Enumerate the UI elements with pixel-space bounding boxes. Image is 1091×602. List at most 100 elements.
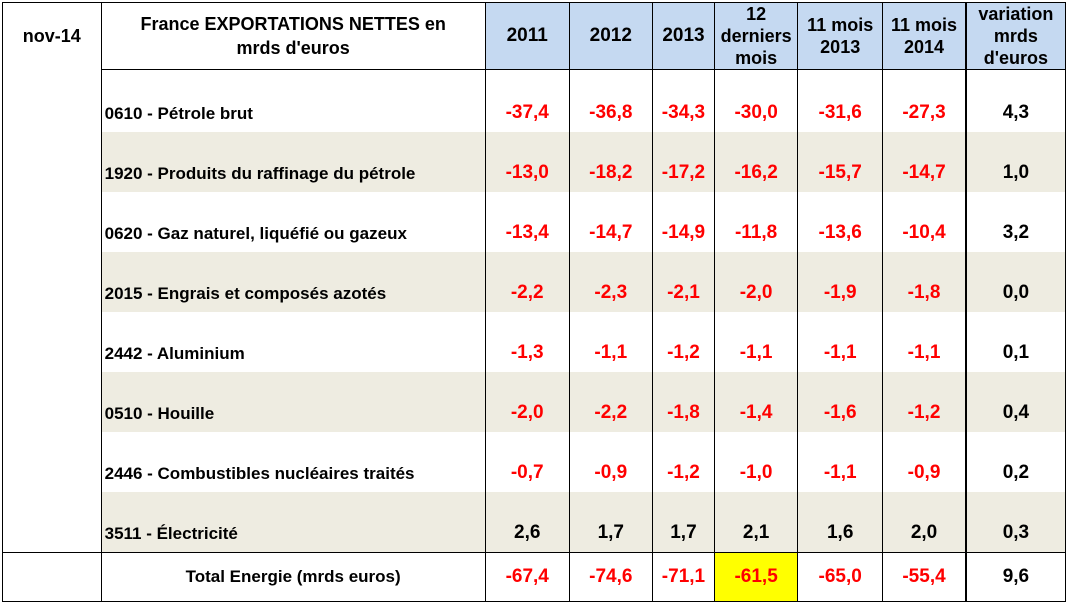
row-label: 2015 - Engrais et composés azotés [100, 252, 486, 312]
value-2011: -1,3 [484, 312, 570, 372]
col-header-last-12-line1: 12 [746, 4, 767, 24]
value-variation: 0,3 [964, 492, 1066, 553]
row-label: 1920 - Produits du raffinage du pétrole [100, 132, 486, 192]
value-11-months-2014: -27,3 [882, 69, 967, 132]
col-header-2013: 2013 [651, 2, 716, 70]
empty-date-cell [2, 252, 102, 312]
value-11-months-2014: -0,9 [882, 432, 967, 492]
total-row: Total Energie (mrds euros) -67,4 -74,6 -71,… [2, 552, 1066, 602]
value-variation: 1,0 [964, 132, 1066, 192]
value-2012: -1,1 [568, 312, 653, 372]
value-last-12-months: -16,2 [714, 132, 799, 192]
table-title-line1: France EXPORTATIONS NETTES en [140, 14, 446, 34]
value-variation: 3,2 [964, 192, 1066, 252]
total-value-last-12-months: -61,5 [714, 552, 799, 602]
col-header-11m2014-line1: 11 mois [891, 15, 958, 35]
value-2011: -13,0 [484, 132, 570, 192]
value-11-months-2013: -1,6 [797, 372, 884, 432]
value-11-months-2014: -1,2 [882, 372, 967, 432]
table-row: 2446 - Combustibles nucléaires traités -0… [2, 432, 1066, 492]
row-label: 0620 - Gaz naturel, liquéfié ou gazeux [100, 192, 486, 252]
col-header-11-months-2013: 11 mois 2013 [797, 2, 884, 70]
value-last-12-months: 2,1 [714, 492, 799, 553]
table-row: 0620 - Gaz naturel, liquéfié ou gazeux -1… [2, 192, 1066, 252]
value-variation: 0,1 [964, 312, 1066, 372]
value-2012: -0,9 [568, 432, 653, 492]
value-2011: -0,7 [484, 432, 570, 492]
value-variation: 0,2 [964, 432, 1066, 492]
col-header-variation-line2: mrds [993, 26, 1038, 46]
value-11-months-2014: -10,4 [882, 192, 967, 252]
table-row: 0610 - Pétrole brut -37,4 -36,8 -34,3 -30,0-… [2, 69, 1066, 132]
col-header-11m2014-line2: 2014 [904, 37, 945, 57]
empty-date-cell [2, 372, 102, 432]
col-header-variation-line1: variation [978, 4, 1054, 24]
col-header-2011: 2011 [484, 2, 570, 70]
row-label: 2446 - Combustibles nucléaires traités [100, 432, 486, 492]
value-2012: -36,8 [568, 69, 653, 132]
total-value-2011: -67,4 [484, 552, 570, 602]
header-row: nov-14 France EXPORTATIONS NETTES en mrd… [2, 2, 1066, 70]
table-row: 2015 - Engrais et composés azotés -2,2 -2,… [2, 252, 1066, 312]
col-header-11-months-2014: 11 mois 2014 [882, 2, 967, 70]
empty-date-cell [2, 192, 102, 252]
col-header-2012: 2012 [568, 2, 653, 70]
table-row: 2442 - Aluminium -1,3 -1,1 -1,2 -1,1 -1,1 -1,1… [2, 312, 1066, 372]
col-header-last-12-months: 12 derniers mois [714, 2, 799, 70]
col-header-variation: variation mrds d'euros [964, 2, 1066, 70]
value-2011: -37,4 [484, 69, 570, 132]
value-11-months-2013: 1,6 [797, 492, 884, 553]
value-variation: 4,3 [964, 69, 1066, 132]
value-last-12-months: -2,0 [714, 252, 799, 312]
value-11-months-2014: -1,1 [882, 312, 967, 372]
row-label: 0610 - Pétrole brut [100, 69, 486, 132]
value-last-12-months: -1,0 [714, 432, 799, 492]
value-11-months-2013: -1,9 [797, 252, 884, 312]
col-header-11m2013-line2: 2013 [820, 37, 861, 57]
value-2013: -1,2 [651, 312, 716, 372]
empty-date-cell [2, 132, 102, 192]
value-2013: -17,2 [651, 132, 716, 192]
value-variation: 0,0 [964, 252, 1066, 312]
value-2013: -2,1 [651, 252, 716, 312]
total-value-11-months-2014: -55,4 [882, 552, 967, 602]
value-last-12-months: -11,8 [714, 192, 799, 252]
value-2013: -34,3 [651, 69, 716, 132]
value-2011: -2,0 [484, 372, 570, 432]
total-value-variation: 9,6 [964, 552, 1066, 602]
value-2013: -1,8 [651, 372, 716, 432]
value-11-months-2013: -1,1 [797, 432, 884, 492]
value-11-months-2014: -1,8 [882, 252, 967, 312]
empty-date-cell [2, 69, 102, 132]
value-2011: -13,4 [484, 192, 570, 252]
row-label: 0510 - Houille [100, 372, 486, 432]
total-value-2013: -71,1 [651, 552, 716, 602]
col-header-last-12-line2: derniers [720, 26, 792, 46]
value-last-12-months: -1,4 [714, 372, 799, 432]
row-label: 3511 - Électricité [100, 492, 486, 553]
table-title: France EXPORTATIONS NETTES en mrds d'eur… [100, 2, 486, 70]
col-header-11m2013-line1: 11 mois [807, 15, 874, 35]
value-11-months-2013: -15,7 [797, 132, 884, 192]
value-2012: -2,3 [568, 252, 653, 312]
empty-date-cell [2, 552, 102, 602]
value-2012: 1,7 [568, 492, 653, 553]
total-value-11-months-2013: -65,0 [797, 552, 884, 602]
value-variation: 0,4 [964, 372, 1066, 432]
total-value-2012: -74,6 [568, 552, 653, 602]
value-11-months-2014: 2,0 [882, 492, 967, 553]
value-11-months-2013: -1,1 [797, 312, 884, 372]
empty-date-cell [2, 492, 102, 553]
col-header-variation-line3: d'euros [983, 48, 1049, 68]
value-2013: 1,7 [651, 492, 716, 553]
value-2012: -2,2 [568, 372, 653, 432]
total-label: Total Energie (mrds euros) [100, 552, 486, 602]
value-last-12-months: -1,1 [714, 312, 799, 372]
value-2012: -18,2 [568, 132, 653, 192]
value-2013: -14,9 [651, 192, 716, 252]
value-11-months-2013: -31,6 [797, 69, 884, 132]
net-exports-table: nov-14 France EXPORTATIONS NETTES en mrd… [2, 2, 1066, 602]
col-header-last-12-line3: mois [735, 48, 778, 68]
empty-date-cell [2, 312, 102, 372]
date-cell: nov-14 [2, 2, 102, 70]
